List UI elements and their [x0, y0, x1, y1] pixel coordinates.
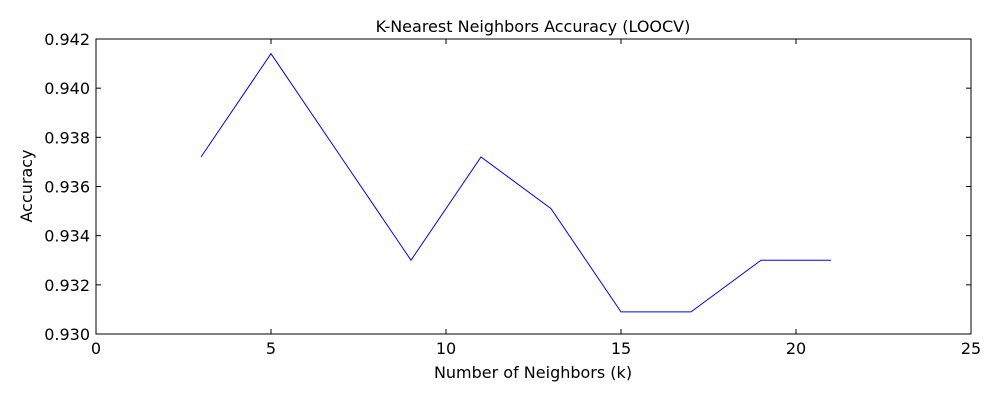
series-layer [200, 52, 832, 313]
x-axis-ticks: 0 5 10 15 20 25 [91, 39, 981, 358]
y-tick-label: 0.934 [44, 227, 90, 246]
y-tick-label: 0.932 [44, 276, 90, 295]
x-tick-label: 25 [961, 339, 981, 358]
x-tick-label: 0 [91, 339, 101, 358]
x-tick-label: 10 [436, 339, 456, 358]
accuracy-series-line [200, 52, 831, 313]
y-tick-label: 0.940 [44, 79, 90, 98]
y-tick-label: 0.938 [44, 128, 90, 147]
y-axis-label: Accuracy [17, 149, 36, 222]
y-tick-label: 0.930 [44, 325, 90, 344]
x-tick-label: 15 [611, 339, 631, 358]
chart-title: K-Nearest Neighbors Accuracy (LOOCV) [376, 17, 691, 36]
y-tick-label: 0.936 [44, 178, 90, 197]
x-tick-label: 20 [786, 339, 806, 358]
x-axis-label: Number of Neighbors (k) [434, 363, 632, 382]
x-tick-label: 5 [266, 339, 276, 358]
y-tick-label: 0.942 [44, 30, 90, 49]
plot-frame [95, 38, 972, 335]
y-axis-ticks: 0.930 0.932 0.934 0.936 0.938 0.940 0.942 [44, 30, 971, 344]
